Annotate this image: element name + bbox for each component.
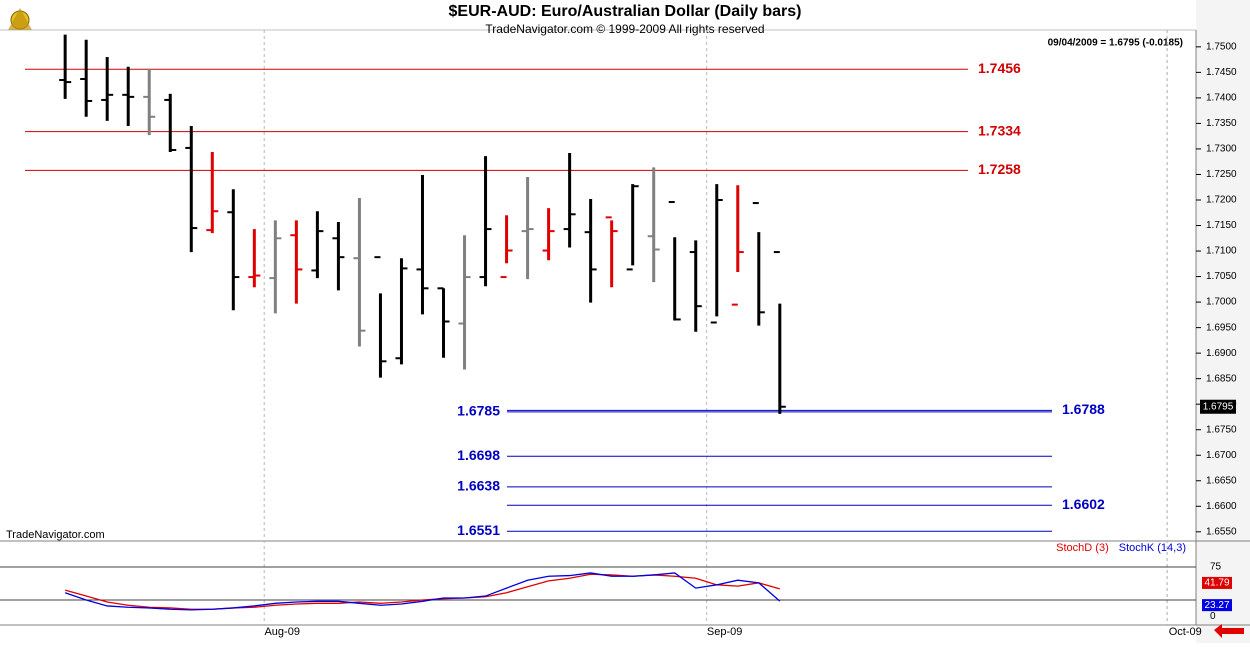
y-tick-label: 1.7450 (1206, 67, 1237, 78)
y-tick-label: 1.6850 (1206, 373, 1237, 384)
y-tick-label: 1.7150 (1206, 220, 1237, 231)
last-value-label: 23.27 (1204, 600, 1229, 611)
y-tick-label: 1.7100 (1206, 246, 1237, 257)
logo (8, 8, 32, 30)
legend-label: StochD (3) (1056, 542, 1109, 554)
legend-label: StochK (14,3) (1119, 542, 1186, 554)
level-label: 1.6788 (1062, 401, 1105, 417)
last-info: 09/04/2009 = 1.6795 (-0.0185) (1048, 38, 1183, 49)
level-label: 1.6785 (457, 403, 500, 419)
y-tick-label: 1.7200 (1206, 195, 1237, 206)
y-tick-label: 1.7050 (1206, 271, 1237, 282)
level-label: 1.7456 (978, 60, 1021, 76)
chart-title: $EUR-AUD: Euro/Australian Dollar (Daily … (449, 3, 802, 20)
stoch-line (64, 572, 781, 611)
y-tick-label: 1.6750 (1206, 424, 1237, 435)
y-tick-label: 1.7500 (1206, 41, 1237, 52)
level-label: 1.7334 (978, 122, 1021, 138)
watermark: TradeNavigator.com (6, 529, 105, 541)
y-tick-label: 1.7400 (1206, 93, 1237, 104)
level-label: 1.6602 (1062, 496, 1105, 512)
x-tick-label: Aug-09 (264, 626, 299, 638)
stoch-line (64, 573, 780, 610)
y-tick-label: 1.6550 (1206, 526, 1237, 537)
chart-subtitle: TradeNavigator.com © 1999-2009 All right… (485, 22, 764, 36)
y-tick-label: 75 (1210, 562, 1222, 573)
x-tick-label: Sep-09 (707, 626, 742, 638)
y-tick-label: 1.6650 (1206, 475, 1237, 486)
level-label: 1.7258 (978, 161, 1021, 177)
y-tick-label: 1.7000 (1206, 297, 1237, 308)
last-value-box (1202, 599, 1232, 612)
axis-panel (1196, 0, 1250, 643)
last-value-label: 41.79 (1204, 578, 1229, 589)
level-label: 1.6698 (457, 447, 500, 463)
last-price-label: 1.6795 (1203, 401, 1234, 412)
y-tick-label: 1.6950 (1206, 322, 1237, 333)
y-tick-label: 1.6900 (1206, 348, 1237, 359)
y-tick-label: 1.7350 (1206, 118, 1237, 129)
level-label: 1.6638 (457, 478, 500, 494)
y-tick-label: 1.6600 (1206, 501, 1237, 512)
last-value-box (1202, 576, 1232, 589)
level-label: 1.6551 (457, 522, 500, 538)
y-tick-label: 1.7250 (1206, 169, 1237, 180)
last-price-box (1200, 399, 1236, 414)
y-tick-label: 1.7300 (1206, 144, 1237, 155)
y-tick-label: 1.6700 (1206, 450, 1237, 461)
x-tick-label: Oct-09 (1169, 626, 1202, 638)
scroll-arrow[interactable] (1214, 624, 1244, 638)
y-tick-label: 0 (1210, 611, 1216, 622)
